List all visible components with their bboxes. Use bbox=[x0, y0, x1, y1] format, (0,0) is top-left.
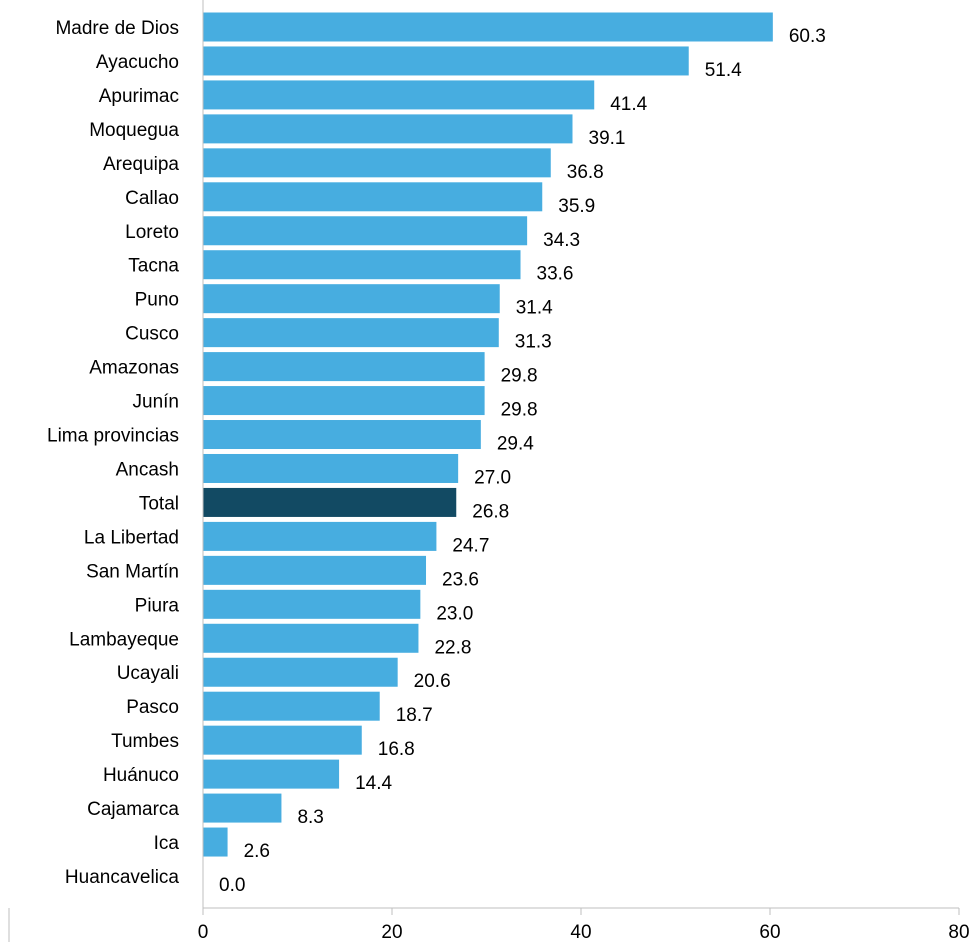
bar bbox=[203, 725, 362, 755]
category-label: Junín bbox=[133, 392, 179, 413]
labels-group: Madre de Dios 60.3 Ayacucho 51.4 Apurimac 41.… bbox=[47, 18, 970, 942]
x-tick-label: 20 bbox=[381, 922, 402, 942]
data-label: 60.3 bbox=[789, 26, 826, 47]
bar bbox=[203, 793, 282, 823]
category-label: Ancash bbox=[116, 459, 179, 480]
category-label: Ica bbox=[154, 833, 180, 854]
category-label: Loreto bbox=[125, 222, 179, 243]
bar bbox=[203, 453, 459, 483]
bar bbox=[203, 555, 427, 585]
category-label: Huánuco bbox=[103, 765, 179, 786]
data-label: 14.4 bbox=[355, 773, 392, 794]
data-label: 20.6 bbox=[414, 671, 451, 692]
bar bbox=[203, 216, 528, 246]
data-label: 39.1 bbox=[589, 128, 626, 149]
category-label: San Martín bbox=[86, 561, 179, 582]
bar bbox=[203, 487, 457, 517]
bar bbox=[203, 182, 543, 212]
category-label: Arequipa bbox=[103, 154, 179, 175]
bar bbox=[203, 521, 437, 551]
category-label: Lambayeque bbox=[69, 629, 179, 650]
data-label: 0.0 bbox=[219, 875, 245, 896]
bar bbox=[203, 827, 228, 857]
data-label: 34.3 bbox=[543, 230, 580, 251]
bar bbox=[203, 12, 773, 42]
x-tick-label: 40 bbox=[570, 922, 591, 942]
category-label: Ucayali bbox=[117, 663, 179, 684]
bars-group bbox=[203, 12, 773, 857]
data-label: 2.6 bbox=[244, 841, 270, 862]
bar bbox=[203, 759, 340, 789]
bar bbox=[203, 284, 500, 314]
data-label: 26.8 bbox=[472, 501, 509, 522]
bar bbox=[203, 420, 481, 450]
bar bbox=[203, 318, 499, 348]
category-label: Cusco bbox=[125, 324, 179, 345]
data-label: 23.6 bbox=[442, 569, 479, 590]
category-label: Tacna bbox=[128, 256, 179, 277]
category-label: Amazonas bbox=[89, 358, 179, 379]
bar bbox=[203, 386, 485, 416]
data-label: 31.3 bbox=[515, 332, 552, 353]
bar bbox=[203, 623, 419, 653]
data-label: 29.8 bbox=[501, 366, 538, 387]
x-tick-label: 80 bbox=[948, 922, 969, 942]
bar bbox=[203, 657, 398, 687]
category-label: Lima provincias bbox=[47, 426, 179, 447]
data-label: 22.8 bbox=[434, 637, 471, 658]
bar bbox=[203, 691, 380, 721]
category-label: Madre de Dios bbox=[55, 18, 179, 39]
data-label: 16.8 bbox=[378, 739, 415, 760]
data-label: 23.0 bbox=[436, 603, 473, 624]
data-label: 29.8 bbox=[501, 400, 538, 421]
bar bbox=[203, 250, 521, 280]
category-label: Puno bbox=[135, 290, 179, 311]
x-tick-label: 0 bbox=[198, 922, 209, 942]
category-label: Moquegua bbox=[89, 120, 179, 141]
data-label: 18.7 bbox=[396, 705, 433, 726]
bar bbox=[203, 589, 421, 619]
data-label: 33.6 bbox=[537, 264, 574, 285]
category-label: Ayacucho bbox=[96, 52, 179, 73]
axis-group bbox=[8, 0, 960, 942]
category-label: Total bbox=[139, 493, 179, 514]
data-label: 29.4 bbox=[497, 434, 534, 455]
data-label: 35.9 bbox=[558, 196, 595, 217]
x-tick-label: 60 bbox=[759, 922, 780, 942]
bar bbox=[203, 114, 573, 144]
category-label: Cajamarca bbox=[87, 799, 179, 820]
data-label: 41.4 bbox=[610, 94, 647, 115]
category-label: Huancavelica bbox=[65, 867, 179, 888]
category-label: Callao bbox=[125, 188, 179, 209]
bar bbox=[203, 352, 485, 382]
category-label: Piura bbox=[135, 595, 180, 616]
bar bbox=[203, 46, 689, 76]
data-label: 27.0 bbox=[474, 467, 511, 488]
category-label: Apurimac bbox=[99, 86, 179, 107]
data-label: 51.4 bbox=[705, 60, 742, 81]
category-label: Tumbes bbox=[111, 731, 179, 752]
data-label: 31.4 bbox=[516, 298, 553, 319]
category-label: Pasco bbox=[126, 697, 179, 718]
data-label: 8.3 bbox=[297, 807, 323, 828]
data-label: 24.7 bbox=[452, 535, 489, 556]
bar bbox=[203, 148, 551, 178]
data-label: 36.8 bbox=[567, 162, 604, 183]
category-label: La Libertad bbox=[84, 527, 179, 548]
bar bbox=[203, 80, 595, 110]
